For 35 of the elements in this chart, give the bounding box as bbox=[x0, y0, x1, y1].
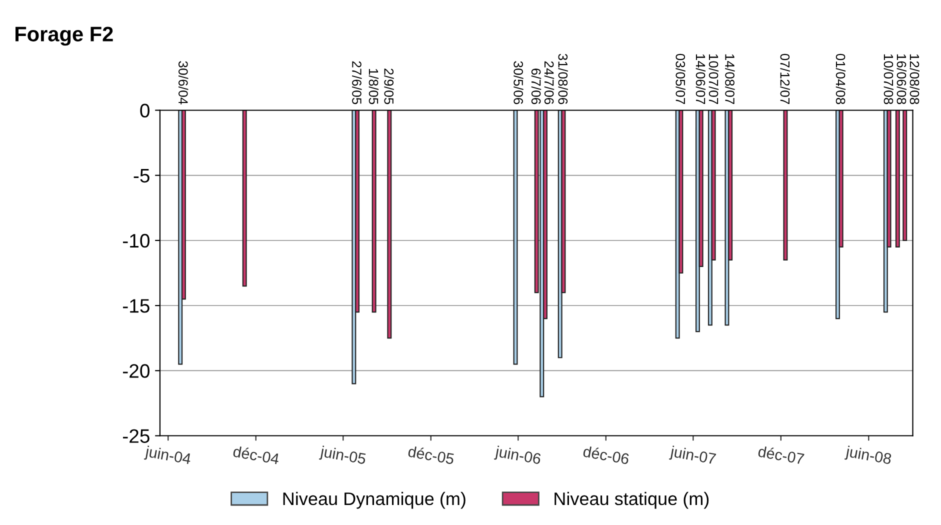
annotation: 2/9/05 bbox=[384, 68, 394, 104]
x-tick-label: déc-04 bbox=[232, 445, 280, 465]
annotation: 30/6/04 bbox=[178, 61, 188, 104]
x-tick-label: déc-07 bbox=[758, 445, 804, 464]
y-tick-label: -15 bbox=[123, 299, 150, 313]
annotation: 31/08/06 bbox=[558, 54, 568, 104]
y-tick-label: -5 bbox=[134, 169, 150, 183]
chart-title: Forage F2 bbox=[16, 26, 113, 46]
x-tick-label: juin-06 bbox=[494, 445, 542, 468]
annotation: 03/05/07 bbox=[676, 54, 686, 104]
annotation: 24/7/06 bbox=[544, 61, 554, 104]
x-tick-label: juin-08 bbox=[844, 445, 892, 468]
x-tick-label: déc-05 bbox=[408, 445, 455, 465]
annotation: 10/07/07 bbox=[708, 54, 719, 104]
annotation: 1/8/05 bbox=[368, 69, 379, 104]
x-tick-label: juin-07 bbox=[668, 445, 716, 468]
y-tick-label: -25 bbox=[123, 429, 150, 443]
x-tick-label: juin-04 bbox=[144, 445, 192, 468]
x-tick-label: juin-05 bbox=[318, 445, 366, 468]
annotation: 10/07/08 bbox=[884, 54, 894, 104]
annotation: 14/08/07 bbox=[725, 54, 735, 104]
x-tick-label: déc-06 bbox=[582, 445, 630, 465]
annotation: 14/06/07 bbox=[696, 54, 706, 104]
annotation: 16/06/08 bbox=[896, 54, 907, 104]
legend-label: Niveau statique (m) bbox=[554, 492, 709, 509]
annotation: 27/6/05 bbox=[352, 61, 362, 104]
y-tick-label: -10 bbox=[123, 234, 150, 248]
annotation: 6/7/06 bbox=[531, 68, 542, 104]
annotation: 01/04/08 bbox=[836, 54, 846, 104]
annotation: 07/12/07 bbox=[780, 54, 790, 104]
y-tick-label: -20 bbox=[123, 364, 150, 378]
y-tick-label: 0 bbox=[140, 104, 150, 118]
annotation: 30/5/06 bbox=[514, 61, 524, 104]
annotation: 12/08/08 bbox=[910, 54, 920, 104]
legend-label: Niveau Dynamique (m) bbox=[283, 492, 466, 509]
